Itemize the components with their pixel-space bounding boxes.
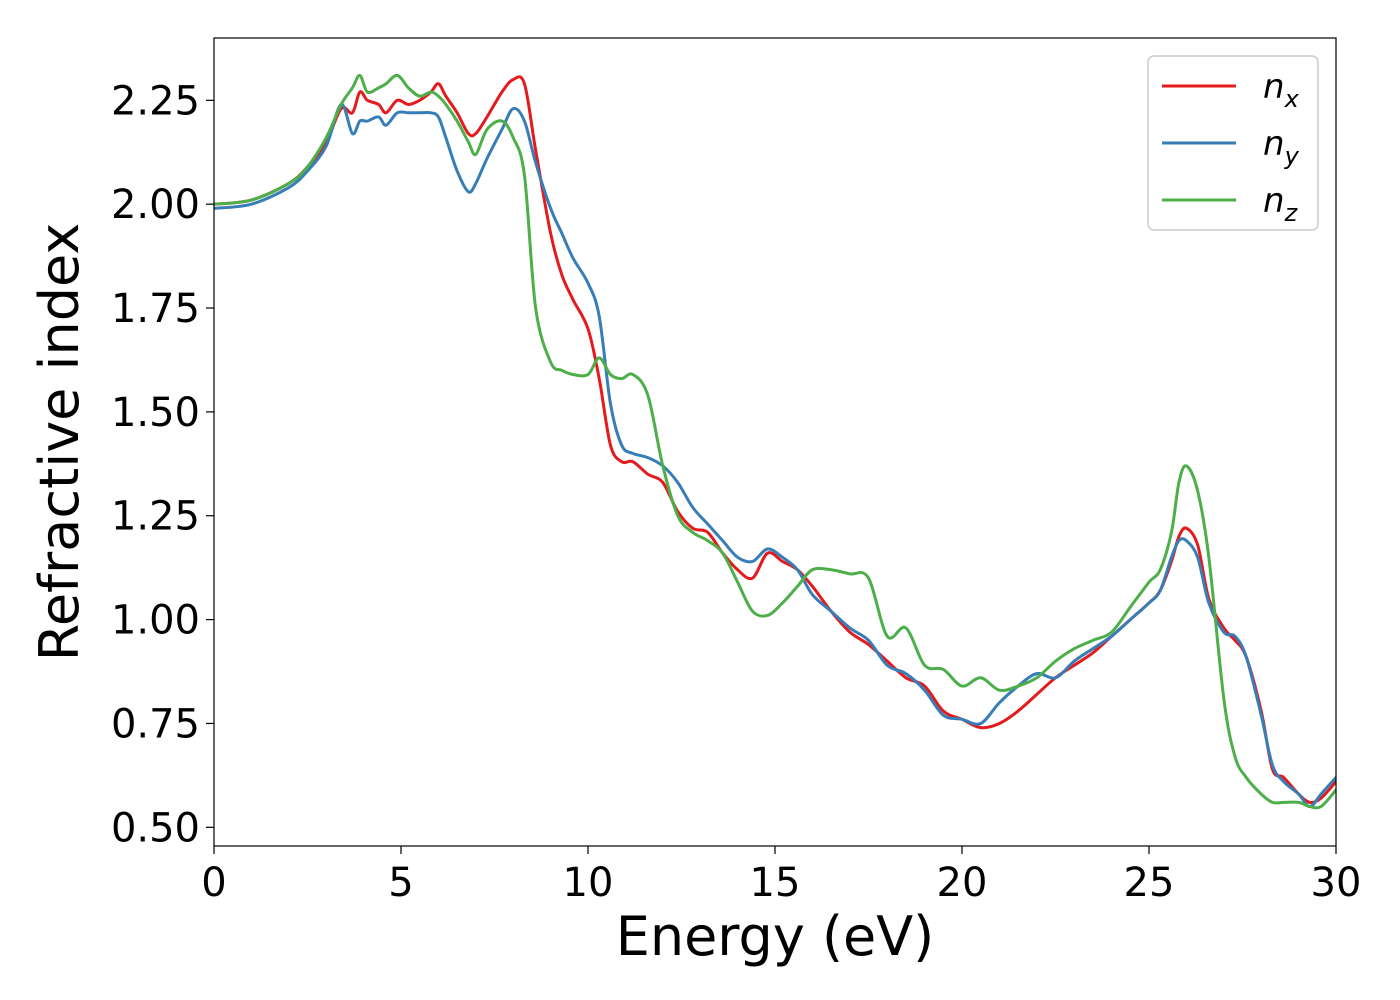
legend-label-base: n: [1263, 181, 1285, 221]
x-tick-label: 0: [201, 860, 226, 906]
legend-label-subscript: x: [1284, 85, 1300, 113]
y-tick-label: 1.75: [111, 286, 200, 332]
legend-label-base: n: [1263, 124, 1285, 164]
series-line-ny: [214, 102, 1336, 809]
series-line-nz: [214, 73, 1336, 810]
y-tick-label: 1.00: [111, 598, 200, 644]
x-tick-label: 5: [388, 860, 413, 906]
y-axis-title: Refractive index: [28, 223, 91, 662]
legend-label-subscript: z: [1284, 199, 1299, 227]
x-tick-label: 10: [563, 860, 614, 906]
y-tick-label: 0.75: [111, 701, 200, 747]
y-axis: 0.50 0.75 1.00 1.25 1.50 1.75 2.00 2.25: [111, 78, 214, 851]
x-tick-label: 15: [750, 860, 801, 906]
y-tick-label: 2.25: [111, 78, 200, 124]
series-line-nx: [214, 75, 1336, 805]
legend-label-nx: nx: [1263, 67, 1300, 113]
legend-label-base: n: [1263, 67, 1285, 107]
x-tick-label: 20: [937, 860, 988, 906]
y-tick-label: 0.50: [111, 805, 200, 851]
series-lines: [214, 73, 1336, 810]
legend-label-subscript: y: [1284, 142, 1300, 170]
x-tick-label: 25: [1124, 860, 1175, 906]
y-tick-label: 1.50: [111, 390, 200, 436]
legend-label-ny: ny: [1263, 124, 1300, 170]
x-tick-label: 30: [1311, 860, 1362, 906]
y-tick-label: 2.00: [111, 182, 200, 228]
x-axis-title: Energy (eV): [616, 905, 935, 968]
y-tick-label: 1.25: [111, 494, 200, 540]
x-axis: 0 5 10 15 20 25 30: [201, 846, 1361, 906]
legend-label-nz: nz: [1263, 181, 1299, 227]
